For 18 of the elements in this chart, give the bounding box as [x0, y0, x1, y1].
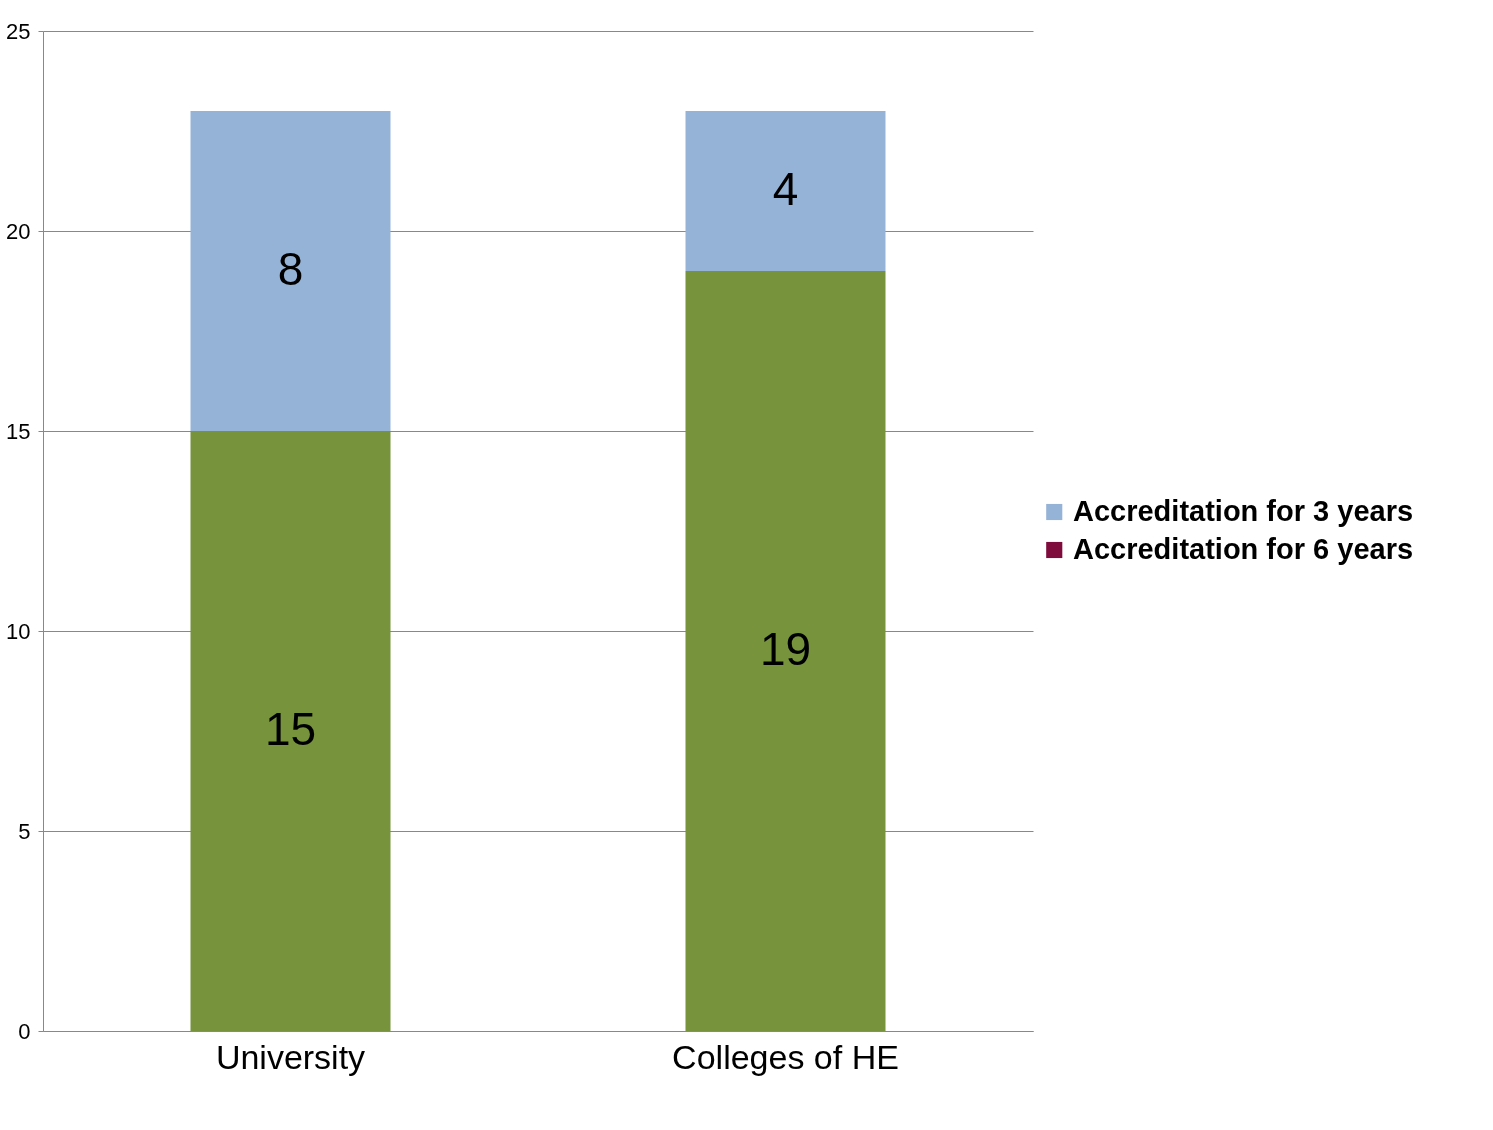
y-tick-label: 5	[18, 818, 31, 844]
y-tick-label: 20	[6, 218, 31, 244]
x-tick-label: University	[215, 1037, 366, 1076]
legend-label: Accreditation for 6 years	[1073, 533, 1414, 565]
x-tick-label: Colleges of HE	[672, 1037, 899, 1076]
y-tick-label: 10	[6, 618, 31, 644]
data-label: 15	[264, 703, 317, 755]
y-tick-label: 15	[6, 418, 31, 444]
y-tick-label: 0	[18, 1018, 31, 1044]
data-label: 4	[772, 163, 799, 215]
bar	[685, 111, 886, 271]
data-label: 19	[759, 623, 812, 675]
bar	[685, 271, 886, 1031]
legend-label: Accreditation for 3 years	[1073, 495, 1414, 527]
y-tick-label: 25	[6, 18, 31, 44]
data-label: 8	[277, 243, 304, 295]
bar	[190, 431, 391, 1031]
bar	[190, 111, 391, 431]
